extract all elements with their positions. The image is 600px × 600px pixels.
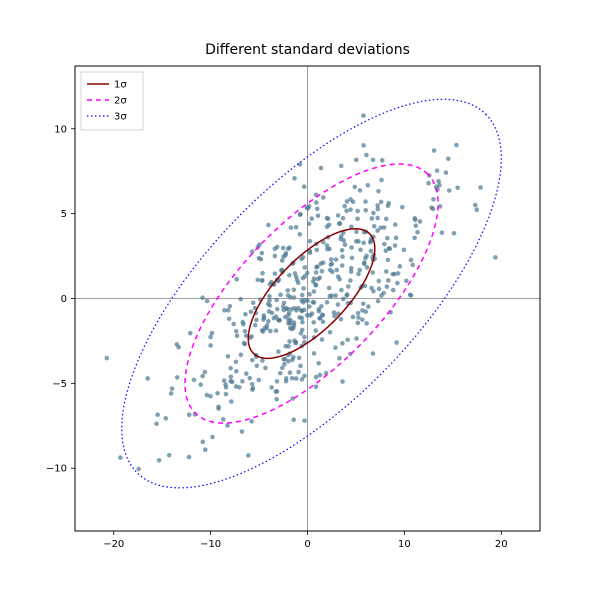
x-tick-label: −20 [103,539,124,550]
scatter-ellipse-chart: Different standard deviations −20 −10 0 10 20… [0,0,600,600]
legend-label: 2σ [114,96,127,107]
legend: 1σ 2σ 3σ [81,72,143,130]
x-tick-label: 20 [495,539,508,550]
legend-label: 3σ [114,112,127,123]
y-tick-label: 10 [54,124,67,135]
chart-title: Different standard deviations [205,42,410,58]
x-tick-label: −10 [200,539,221,550]
legend-label: 1σ [114,80,127,91]
y-tick-label: −10 [46,464,67,475]
y-tick-label: 0 [61,294,67,305]
x-tick-label: 0 [304,539,310,550]
x-tick-label: 10 [398,539,411,550]
y-tick-label: −5 [52,379,67,390]
y-tick-label: 5 [61,209,67,220]
